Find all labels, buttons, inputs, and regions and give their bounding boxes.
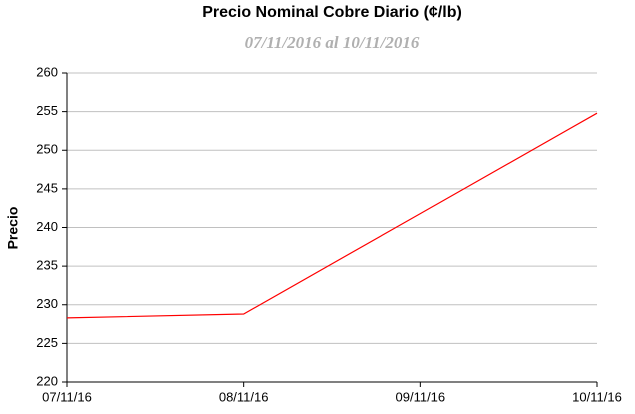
x-tick-label: 07/11/16	[42, 389, 92, 404]
y-tick-label: 235	[36, 258, 58, 273]
x-tick-label: 09/11/16	[396, 389, 446, 404]
x-tick-label: 10/11/16	[572, 389, 622, 404]
y-tick-label: 240	[36, 219, 58, 234]
x-tick-label: 08/11/16	[219, 389, 269, 404]
chart-title: Precio Nominal Cobre Diario (¢/lb)	[202, 4, 462, 21]
chart-subtitle: 07/11/2016 al 10/11/2016	[245, 33, 420, 52]
y-tick-label: 230	[36, 296, 58, 311]
y-tick-label: 225	[36, 335, 58, 350]
y-tick-label: 255	[36, 103, 58, 118]
y-tick-label: 220	[36, 373, 58, 388]
y-axis-label: Precio	[5, 207, 21, 250]
y-tick-label: 245	[36, 180, 58, 195]
y-tick-label: 260	[36, 64, 58, 79]
y-tick-label: 250	[36, 142, 58, 157]
data-line	[66, 112, 598, 319]
